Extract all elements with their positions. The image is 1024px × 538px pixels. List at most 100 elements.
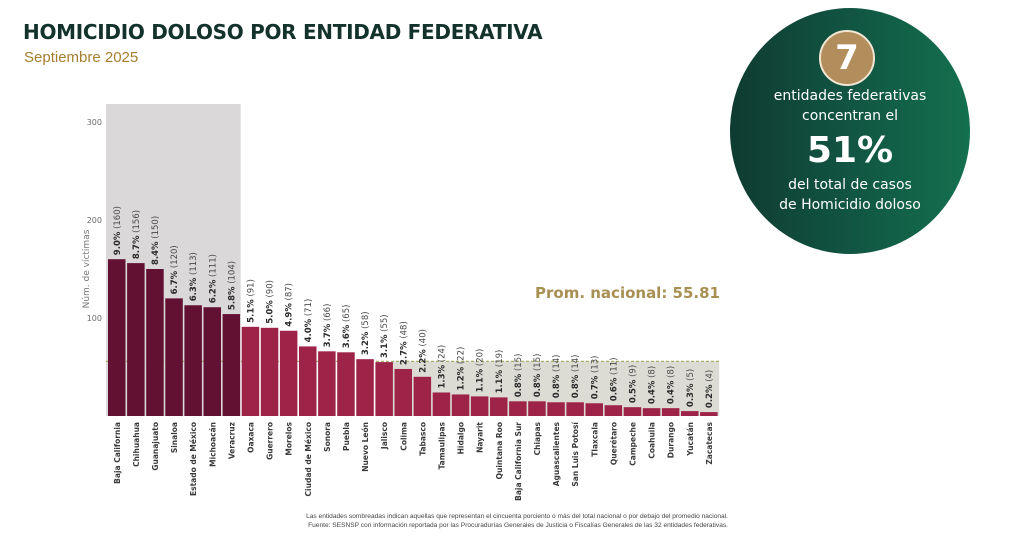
data-label: 6.7% (120) (170, 245, 180, 294)
bar-querétaro (604, 405, 623, 416)
category-label: Baja California (113, 422, 122, 484)
category-label: Tamaulipas (437, 421, 446, 469)
bar-veracruz (222, 314, 241, 416)
page-subtitle: Septiembre 2025 (24, 49, 139, 66)
data-label: 0.3% (5) (686, 369, 696, 407)
category-label: Aguascalientes (552, 421, 561, 486)
category-label: Chiapas (533, 421, 542, 455)
category-label: Nayarit (476, 422, 485, 453)
category-label: Ciudad de México (304, 422, 313, 496)
bar-estado-de-méxico (184, 305, 202, 416)
bar-durango (661, 408, 680, 416)
data-label: 4.9% (87) (285, 283, 295, 327)
bar-nayarit (470, 396, 489, 416)
callout-line-4: de Homicidio doloso (779, 197, 921, 213)
data-label: 3.1% (55) (380, 314, 390, 358)
data-label: 1.2% (22) (457, 347, 467, 391)
page-title: HOMICIDIO DOLOSO POR ENTIDAD FEDERATIVA (23, 20, 543, 44)
bar-guanajuato (146, 269, 164, 416)
bar-sonora (318, 351, 336, 416)
category-label: Veracruz (227, 422, 236, 459)
data-label: 1.3% (24) (437, 345, 447, 389)
bar-zacatecas (700, 412, 718, 416)
data-label: 0.4% (8) (667, 366, 677, 404)
category-label: Quintana Roo (495, 422, 504, 479)
data-label: 1.1% (20) (476, 349, 486, 393)
bar-jalisco (375, 362, 393, 416)
data-label: 6.2% (111) (208, 254, 218, 303)
bar-hidalgo (451, 394, 470, 416)
data-label: 0.7% (13) (590, 356, 600, 400)
data-label: 8.7% (156) (132, 210, 142, 259)
national-average-label: Prom. nacional: 55.81 (535, 284, 720, 302)
category-label: Tabasco (418, 422, 427, 456)
category-label: Guerrero (266, 422, 275, 460)
bar-quintana-roo (490, 397, 508, 416)
y-tick-label: 300 (87, 118, 102, 127)
data-label: 5.1% (91) (246, 279, 256, 323)
category-label: Durango (667, 422, 676, 458)
bar-morelos (279, 330, 298, 416)
category-label: Puebla (342, 422, 351, 451)
bar-chihuahua (127, 263, 145, 416)
bar-tabasco (413, 376, 432, 416)
bar-campeche (623, 407, 642, 416)
data-label: 0.8% (14) (571, 355, 581, 399)
summary-callout: 7 entidades federativas concentran el 51… (730, 8, 970, 254)
data-label: 4.0% (71) (304, 299, 314, 343)
bar-tamaulipas (432, 392, 451, 416)
category-label: Sonora (323, 422, 332, 452)
bar-baja-california-sur (509, 401, 527, 416)
category-label: San Luis Potosí (571, 422, 580, 487)
bar-oaxaca (241, 326, 260, 416)
data-label: 0.8% (15) (514, 354, 524, 398)
data-label: 8.4% (150) (151, 216, 161, 265)
bar-colima (394, 368, 412, 416)
category-label: Tlaxcala (590, 422, 599, 457)
category-label: Sinaloa (170, 422, 179, 453)
data-label: 3.2% (58) (361, 311, 371, 355)
category-label: Guanajuato (151, 422, 160, 471)
callout-text-bottom: del total de casos de Homicidio doloso (730, 175, 970, 215)
category-label: Estado de México (189, 422, 198, 496)
y-axis-title: Núm. de víctimas (82, 229, 92, 308)
bar-sinaloa (165, 298, 183, 416)
category-label: Chihuahua (132, 422, 141, 467)
category-label: Zacatecas (705, 421, 714, 464)
data-label: 3.6% (65) (342, 305, 352, 349)
bar-michoacán (203, 307, 221, 416)
data-label: 0.5% (9) (628, 365, 638, 403)
bar-baja-california (108, 259, 126, 416)
footnote: Las entidades sombreadas indican aquella… (306, 512, 728, 530)
callout-line-1: entidades federativas (773, 88, 927, 104)
bar-yucatán (681, 411, 699, 416)
bar-puebla (337, 352, 355, 416)
category-label: Yucatán (686, 422, 695, 457)
data-label: 9.0% (160) (113, 206, 123, 255)
callout-line-3: del total de casos (788, 177, 912, 193)
callout-text-top: entidades federativas concentran el (730, 86, 970, 126)
bar-tlaxcala (585, 403, 603, 416)
data-label: 3.7% (66) (323, 304, 333, 348)
bar-san-luis-potosí (566, 402, 584, 416)
bar-coahuila (642, 408, 661, 416)
category-label: Querétaro (609, 422, 618, 465)
bar-chiapas (528, 401, 546, 416)
category-label: Colima (399, 422, 408, 451)
data-label: 0.8% (15) (533, 354, 543, 398)
category-label: Coahuila (648, 422, 657, 459)
callout-line-2: concentran el (802, 108, 898, 124)
category-label: Campeche (628, 422, 637, 466)
bar-aguascalientes (547, 402, 565, 416)
category-label: Jalisco (380, 422, 389, 450)
category-label: Hidalgo (457, 422, 466, 454)
data-label: 6.3% (113) (189, 252, 199, 301)
data-label: 1.1% (19) (495, 350, 505, 394)
category-label: Michoacán (208, 422, 217, 467)
category-label: Baja California Sur (514, 422, 523, 501)
category-label: Morelos (285, 421, 294, 455)
category-label: Oaxaca (246, 422, 255, 453)
footnote-source: Fuente: SESNSP con información reportada… (308, 522, 728, 529)
callout-percent: 51% (806, 130, 894, 171)
